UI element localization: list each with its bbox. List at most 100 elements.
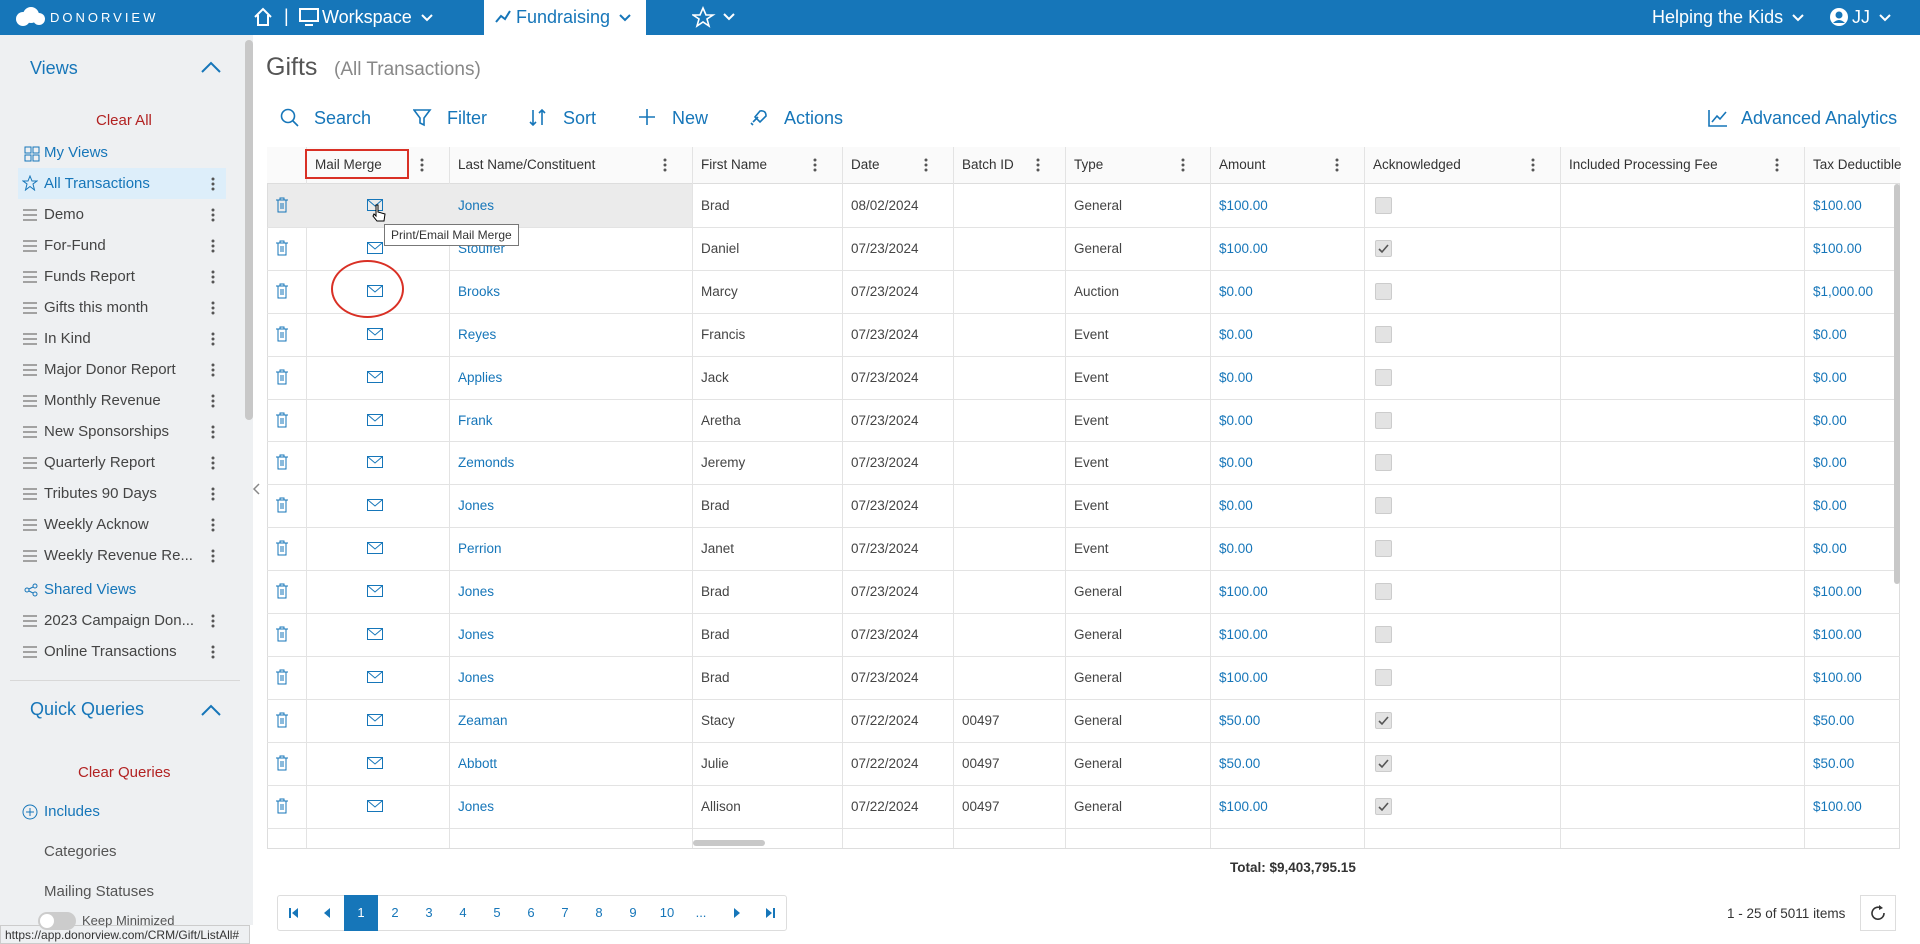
mail-merge-icon[interactable] — [367, 628, 383, 640]
column-header[interactable]: Amount — [1219, 157, 1266, 172]
delete-icon[interactable] — [275, 369, 289, 385]
column-menu[interactable] — [923, 157, 929, 173]
page-link[interactable]: 7 — [561, 905, 569, 920]
mail-merge-icon[interactable] — [367, 241, 383, 254]
page-link[interactable]: 2 — [391, 905, 399, 920]
home-icon[interactable] — [252, 6, 274, 28]
quick-queries-title[interactable]: Quick Queries — [30, 699, 145, 719]
column-header[interactable]: Mail Merge — [315, 157, 382, 172]
column-header[interactable]: Acknowledged — [1373, 157, 1461, 172]
view-menu[interactable] — [210, 613, 216, 629]
delete-icon[interactable] — [275, 798, 289, 814]
last-name-link[interactable]: Applies — [458, 369, 503, 385]
column-menu[interactable] — [1180, 157, 1186, 173]
delete-icon[interactable] — [275, 454, 289, 470]
view-menu[interactable] — [210, 176, 216, 192]
actions-button[interactable]: Actions — [784, 108, 844, 128]
delete-icon[interactable] — [275, 412, 289, 428]
view-menu[interactable] — [210, 269, 216, 285]
view-item[interactable]: Weekly Acknow — [44, 516, 149, 533]
favorites-menu[interactable] — [692, 6, 742, 28]
view-menu[interactable] — [210, 238, 216, 254]
view-menu[interactable] — [210, 548, 216, 564]
view-menu[interactable] — [210, 393, 216, 409]
column-menu[interactable] — [1334, 157, 1340, 173]
mail-merge-icon[interactable] — [367, 713, 383, 726]
view-menu[interactable] — [210, 486, 216, 502]
last-name-link[interactable]: Perrion — [458, 541, 502, 557]
shared-view-item[interactable]: Online Transactions — [44, 643, 177, 660]
workspace-menu[interactable]: Workspace — [322, 7, 434, 28]
view-menu[interactable] — [210, 424, 216, 440]
last-name-link[interactable]: Jones — [458, 627, 495, 642]
fundraising-menu[interactable]: Fundraising — [516, 7, 632, 28]
views-title[interactable]: Views — [30, 58, 78, 78]
view-item[interactable]: New Sponsorships — [44, 423, 170, 440]
view-item[interactable]: Gifts this month — [44, 299, 149, 316]
column-header[interactable]: Last Name/Constituent — [458, 157, 596, 172]
view-menu[interactable] — [210, 362, 216, 378]
mail-merge-icon[interactable] — [367, 756, 383, 769]
mail-merge-icon[interactable] — [367, 585, 383, 598]
page-link[interactable]: ... — [695, 905, 707, 920]
column-header[interactable]: Included Processing Fee — [1569, 157, 1718, 172]
column-header[interactable]: Type — [1074, 157, 1104, 172]
delete-icon[interactable] — [275, 240, 289, 256]
page-current[interactable]: 1 — [344, 895, 378, 931]
view-menu[interactable] — [210, 644, 216, 660]
delete-icon[interactable] — [275, 540, 289, 556]
column-header[interactable]: Date — [851, 157, 880, 172]
delete-icon[interactable] — [275, 583, 289, 599]
last-name-link[interactable]: Zemonds — [458, 455, 515, 471]
delete-icon[interactable] — [275, 755, 289, 771]
new-button[interactable]: New — [672, 108, 709, 128]
last-name-link[interactable]: Brooks — [458, 283, 501, 299]
org-menu[interactable]: Helping the Kids — [1652, 7, 1805, 28]
collapse-views[interactable] — [200, 60, 222, 74]
view-item[interactable]: Weekly Revenue Re... — [44, 547, 193, 564]
delete-icon[interactable] — [275, 497, 289, 513]
mailing-statuses[interactable]: Mailing Statuses — [44, 883, 155, 900]
view-item[interactable]: Quarterly Report — [44, 454, 155, 471]
view-menu[interactable] — [210, 517, 216, 533]
last-name-link[interactable]: Reyes — [458, 326, 497, 342]
last-name-link[interactable]: Frank — [458, 412, 493, 428]
view-item[interactable]: For-Fund — [44, 237, 106, 254]
page-link[interactable]: 3 — [425, 905, 433, 920]
delete-icon[interactable] — [275, 669, 289, 685]
mail-merge-icon[interactable] — [367, 542, 383, 555]
view-menu[interactable] — [210, 455, 216, 471]
view-item[interactable]: All Transactions — [44, 175, 150, 192]
shared-views[interactable]: Shared Views — [44, 581, 137, 598]
last-name-link[interactable]: Jones — [458, 798, 495, 814]
mail-merge-icon[interactable] — [367, 370, 383, 383]
page-link[interactable]: 10 — [659, 905, 675, 920]
mail-merge-icon[interactable] — [367, 799, 383, 812]
categories[interactable]: Categories — [44, 843, 117, 860]
last-name-link[interactable]: Jones — [458, 669, 495, 685]
last-name-link[interactable]: Jones — [458, 584, 495, 600]
advanced-analytics[interactable]: Advanced Analytics — [1741, 108, 1898, 128]
column-menu[interactable] — [419, 157, 425, 173]
page-link[interactable]: 9 — [629, 905, 637, 920]
delete-icon[interactable] — [275, 326, 289, 342]
view-menu[interactable] — [210, 207, 216, 223]
column-header[interactable]: Batch ID — [962, 157, 1014, 172]
collapse-queries[interactable] — [200, 703, 222, 717]
toggle[interactable] — [38, 912, 76, 930]
column-menu[interactable] — [1774, 157, 1780, 173]
column-header[interactable]: First Name — [701, 157, 768, 172]
delete-icon[interactable] — [275, 626, 289, 642]
view-item[interactable]: In Kind — [44, 330, 91, 347]
includes[interactable]: Includes — [44, 803, 100, 820]
collapse-sidebar[interactable] — [252, 482, 262, 496]
page-link[interactable]: 5 — [493, 905, 501, 920]
view-item[interactable]: Major Donor Report — [44, 361, 176, 378]
mail-merge-icon[interactable] — [367, 413, 383, 426]
column-header[interactable]: Tax Deductible — [1813, 157, 1902, 172]
column-menu[interactable] — [662, 157, 668, 173]
pager-nav[interactable] — [287, 907, 299, 919]
pager-nav[interactable] — [321, 907, 333, 919]
last-name-link[interactable]: Zeaman — [458, 712, 508, 728]
view-menu[interactable] — [210, 331, 216, 347]
